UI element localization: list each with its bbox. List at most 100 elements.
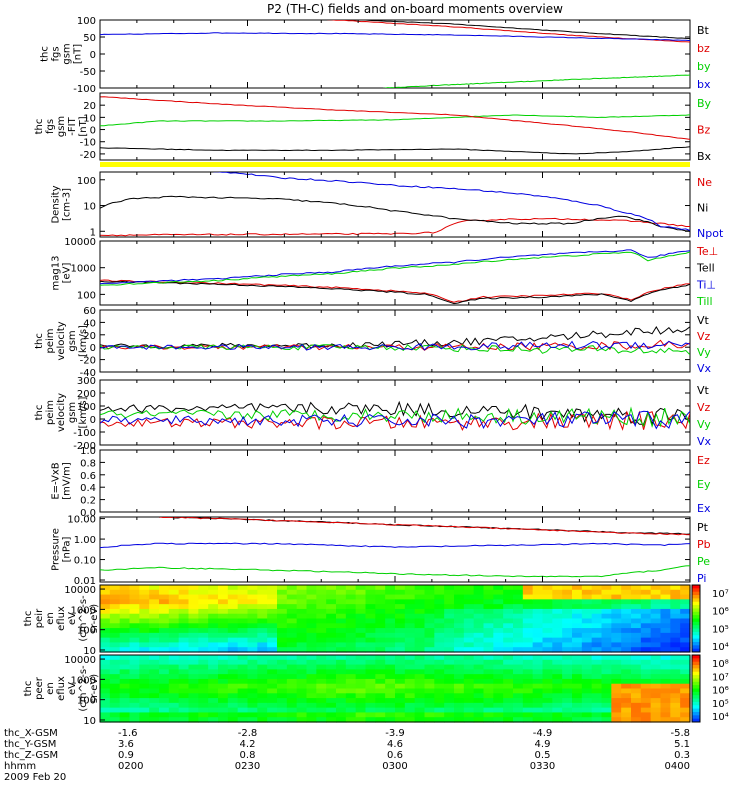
heatmap-cell <box>493 678 504 685</box>
heatmap-cell <box>424 618 435 624</box>
heatmap-cell <box>395 693 406 699</box>
heatmap-cell <box>454 655 465 661</box>
heatmap-cell <box>119 659 131 666</box>
heatmap-cell <box>257 632 268 639</box>
heatmap-cell <box>650 693 662 699</box>
heatmap-cell <box>385 674 396 680</box>
heatmap-cell <box>198 702 209 709</box>
heatmap-cell <box>237 628 249 634</box>
heatmap-cell <box>611 698 622 704</box>
colorbar-cell <box>692 628 700 633</box>
heatmap-cell <box>601 608 612 615</box>
heatmap-cell <box>493 594 504 600</box>
x-axis-value: 0.6 <box>387 750 403 761</box>
heatmap-cell <box>375 702 386 709</box>
heatmap-cell <box>306 604 317 610</box>
heatmap-cell <box>581 669 593 675</box>
heatmap-cell <box>257 608 268 615</box>
heatmap-cell <box>473 623 485 629</box>
heatmap-cell <box>483 669 494 675</box>
heatmap-cell <box>414 589 426 596</box>
heatmap-cell <box>129 683 140 690</box>
heatmap-cell <box>375 608 386 615</box>
heatmap-cell <box>640 678 652 685</box>
heatmap-cell <box>640 693 652 699</box>
heatmap-cell <box>336 618 347 624</box>
heatmap-cell <box>139 642 150 648</box>
heatmap-cell <box>473 637 485 644</box>
heatmap-cell <box>345 669 357 675</box>
heatmap-cell <box>385 683 396 690</box>
heatmap-cell <box>395 632 406 639</box>
heatmap-cell <box>601 717 612 723</box>
heatmap-cell <box>208 585 219 591</box>
heatmap-cell <box>640 618 652 624</box>
heatmap-cell <box>159 664 170 670</box>
heatmap-cell <box>631 669 642 675</box>
heatmap-cell <box>680 642 691 648</box>
heatmap-cell <box>218 693 229 699</box>
heatmap-cell <box>542 632 553 639</box>
y-axis-label-line: gsm <box>56 116 67 137</box>
heatmap-cell <box>444 608 455 615</box>
heatmap-cell <box>601 613 612 620</box>
heatmap-cell <box>286 632 298 639</box>
heatmap-cell <box>601 623 612 629</box>
heatmap-cell <box>522 618 534 624</box>
heatmap-cell <box>208 642 219 648</box>
heatmap-cell <box>395 664 406 670</box>
heatmap-cell <box>345 674 357 680</box>
heatmap-cell <box>237 608 249 615</box>
heatmap-cell <box>139 688 150 694</box>
heatmap-cell <box>601 693 612 699</box>
heatmap-cell <box>522 702 534 709</box>
y-tick-label: 20 <box>83 101 96 112</box>
heatmap-cell <box>562 655 573 661</box>
heatmap-cell <box>139 623 150 629</box>
heatmap-cell <box>100 669 111 675</box>
heatmap-cell <box>542 693 553 699</box>
heatmap-cell <box>503 688 514 694</box>
heatmap-cell <box>513 707 524 714</box>
heatmap-cell <box>227 655 239 661</box>
heatmap-cell <box>631 717 642 723</box>
heatmap-cell <box>237 594 249 600</box>
heatmap-cell <box>277 599 288 605</box>
heatmap-cell <box>237 589 249 596</box>
heatmap-cell <box>640 707 652 714</box>
heatmap-cell <box>572 678 583 685</box>
heatmap-cell <box>473 613 485 620</box>
heatmap-cell <box>267 618 278 624</box>
heatmap-cell <box>267 678 278 685</box>
heatmap-cell <box>375 618 386 624</box>
heatmap-cell <box>631 589 642 596</box>
heatmap-cell <box>277 664 288 670</box>
heatmap-cell <box>345 594 357 600</box>
heatmap-cell <box>395 608 406 615</box>
heatmap-cell <box>188 608 199 615</box>
y-tick-label: 10 <box>83 716 96 727</box>
heatmap-cell <box>503 599 514 605</box>
heatmap-cell <box>483 613 494 620</box>
heatmap-cell <box>336 669 347 675</box>
heatmap-cell <box>326 669 337 675</box>
heatmap-cell <box>188 594 199 600</box>
heatmap-cell <box>326 693 337 699</box>
heatmap-cell <box>631 599 642 605</box>
heatmap-cell <box>395 712 406 718</box>
heatmap-cell <box>109 717 121 723</box>
heatmap-cell <box>581 664 593 670</box>
heatmap-cell <box>129 655 140 661</box>
heatmap-cell <box>286 683 298 690</box>
heatmap-cell <box>159 623 170 629</box>
heatmap-cell <box>208 702 219 709</box>
legend-entry: Ni <box>697 202 708 215</box>
heatmap-cell <box>375 674 386 680</box>
y-tick-label: 100 <box>77 696 96 707</box>
heatmap-cell <box>611 678 622 685</box>
heatmap-cell <box>247 717 258 723</box>
heatmap-cell <box>454 669 465 675</box>
heatmap-cell <box>522 693 534 699</box>
heatmap-cell <box>542 712 553 718</box>
heatmap-cell <box>277 688 288 694</box>
